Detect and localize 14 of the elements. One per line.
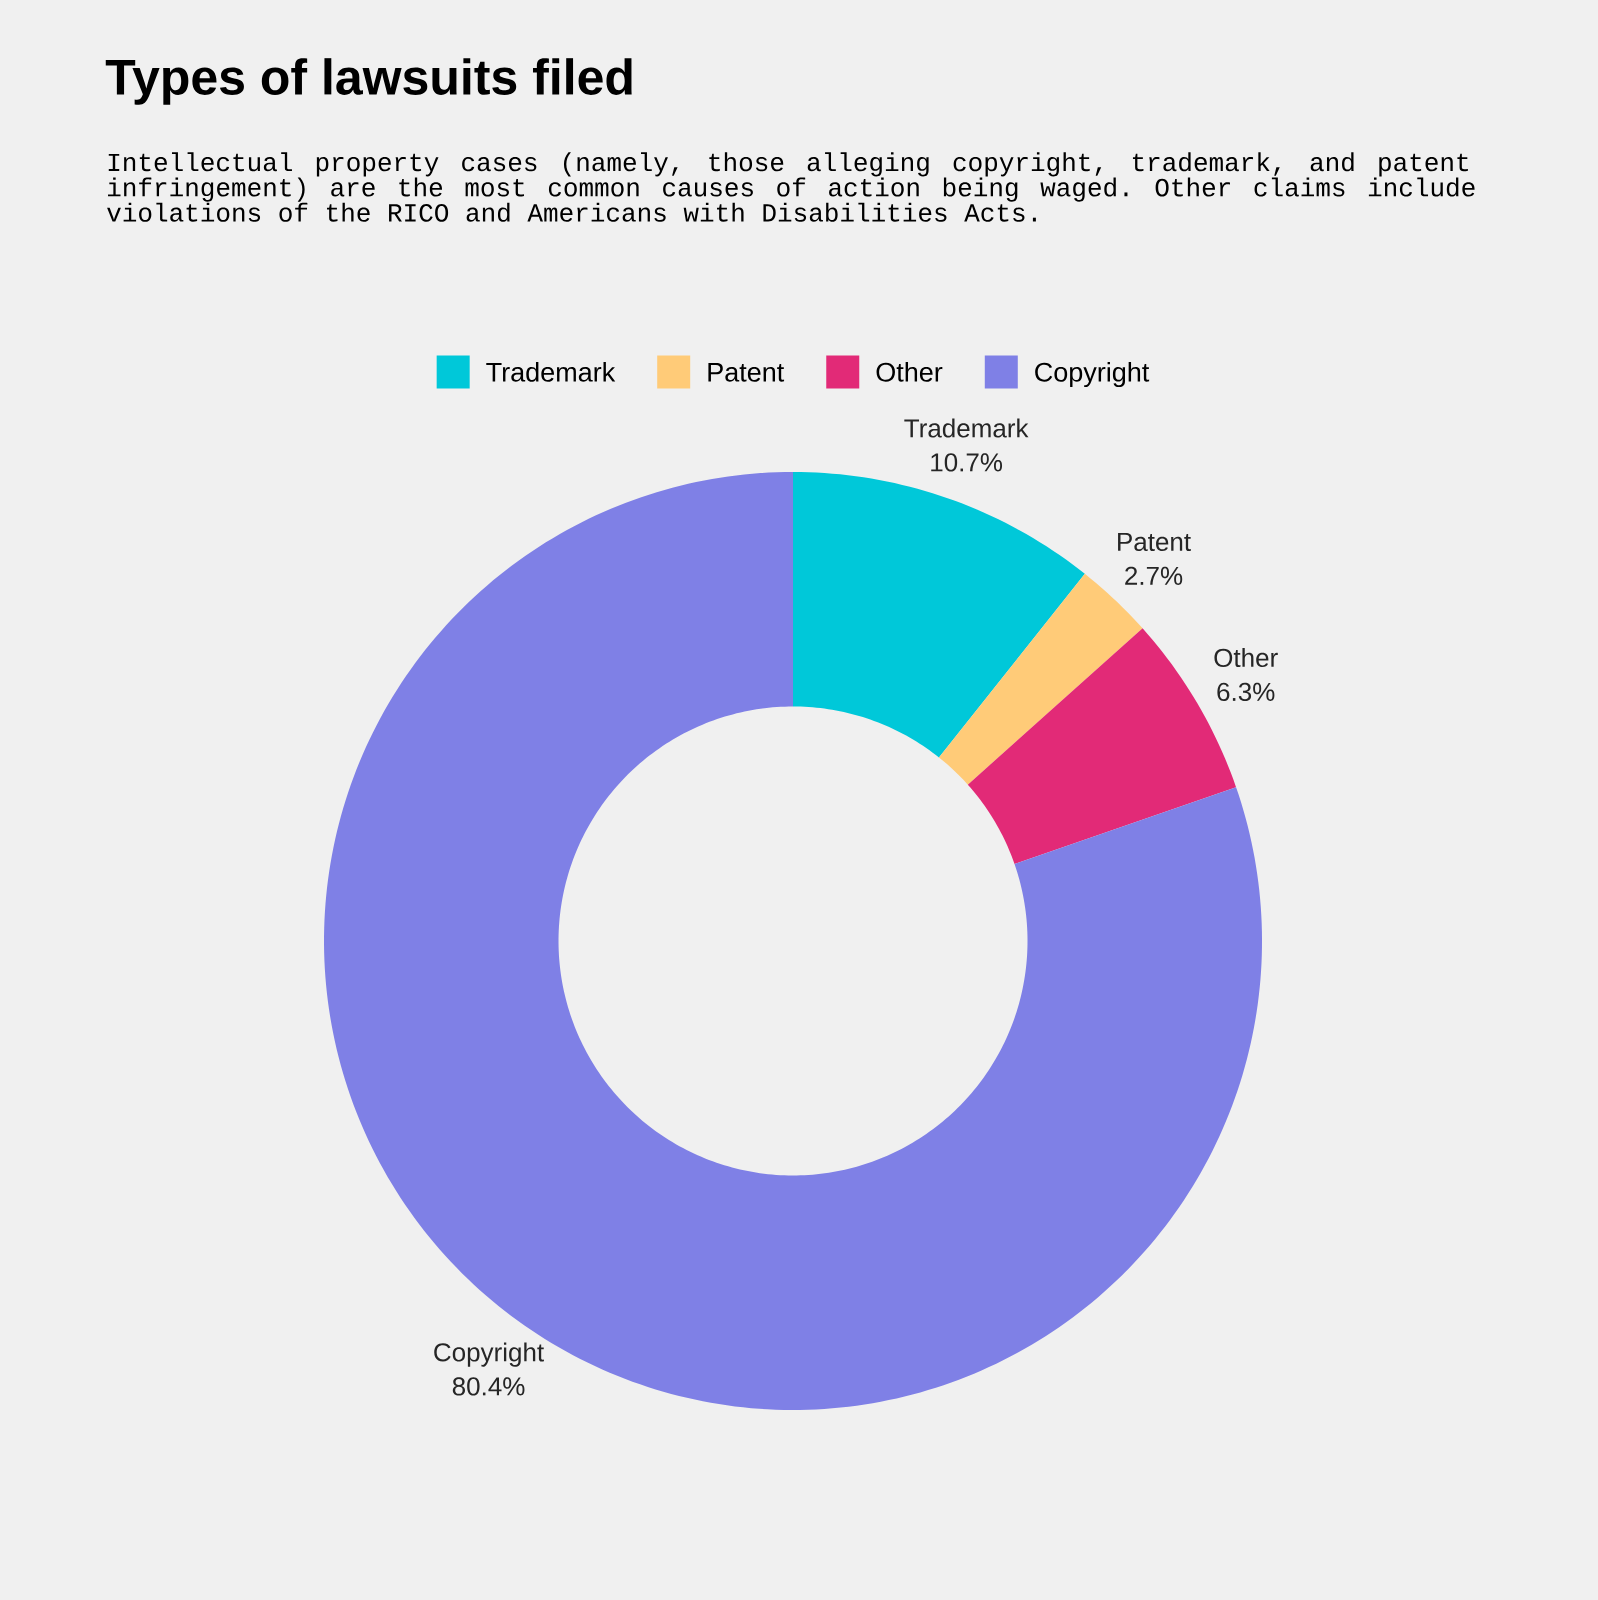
chart-subtitle: Intellectual property cases (namely, those alleging copyright, trademark, and patent infringement) are the most common causes of action being waged. Other claims include violations of the RICO and Americans with Disabilities Acts. xyxy=(107,152,1475,222)
data-label: 6.3% xyxy=(1217,682,1275,702)
legend-label: Trademark xyxy=(486,361,616,382)
slice-label: Trademark xyxy=(904,418,1029,438)
data-label: 2.7% xyxy=(1125,566,1183,585)
legend-label: Patent xyxy=(708,362,785,382)
slice-label: Other xyxy=(1214,648,1278,668)
chart-title: Types of lawsuits filed xyxy=(105,58,632,105)
slice-label: Patent xyxy=(1118,532,1191,552)
data-label: 80.4% xyxy=(452,1377,525,1396)
legend-label: Copyright xyxy=(1035,361,1150,388)
slice-label: Copyright xyxy=(434,1342,544,1367)
legend-label: Other xyxy=(876,361,943,382)
data-label: 10.7% xyxy=(931,453,1003,472)
